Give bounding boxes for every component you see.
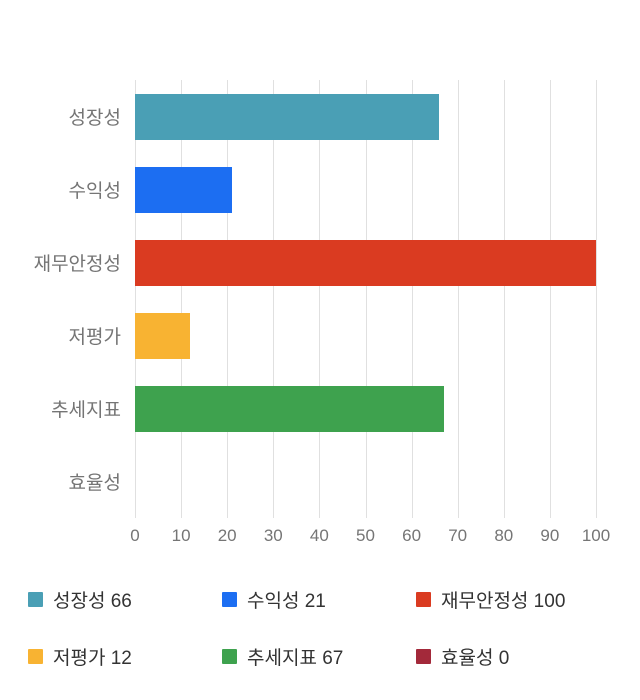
category-label: 수익성 <box>68 181 121 202</box>
gridline <box>135 80 136 518</box>
chart-row: 효율성 <box>10 445 596 518</box>
x-tick-label: 70 <box>448 526 468 545</box>
bar-track <box>135 239 596 286</box>
bar-track <box>135 312 596 359</box>
bar[interactable] <box>135 239 596 286</box>
gridline <box>181 80 183 518</box>
legend-label: 재무안정성 100 <box>441 591 566 612</box>
legend: 성장성 66 수익성 21 재무안정성 100 저평가 12 추세지표 67 효율성 0 <box>28 586 610 670</box>
legend-item[interactable]: 추세지표 67 <box>222 643 416 670</box>
legend-marker-icon <box>28 649 43 664</box>
legend-label: 수익성 21 <box>247 591 326 612</box>
category-label: 성장성 <box>68 108 121 129</box>
legend-marker-icon <box>28 592 43 607</box>
legend-item[interactable]: 재무안정성 100 <box>416 586 610 613</box>
x-tick-label: 20 <box>217 526 237 545</box>
gridline <box>596 80 597 518</box>
chart-row: 재무안정성 <box>10 226 596 299</box>
legend-label: 저평가 12 <box>53 648 132 669</box>
bar-track <box>135 93 596 140</box>
x-tick-label: 50 <box>356 526 375 545</box>
category-label: 추세지표 <box>51 400 121 421</box>
x-tick-label: 30 <box>263 526 283 545</box>
gridline <box>549 80 551 518</box>
category-label: 효율성 <box>68 473 121 494</box>
x-tick-label: 80 <box>494 526 514 545</box>
legend-marker-icon <box>222 649 237 664</box>
legend-item[interactable]: 효율성 0 <box>416 643 610 670</box>
legend-label: 추세지표 67 <box>247 648 344 669</box>
bar-track <box>135 385 596 432</box>
x-tick-label: 40 <box>309 526 329 545</box>
x-tick-label: 10 <box>171 526 191 545</box>
x-tick-label: 0 <box>130 526 140 545</box>
category-label: 재무안정성 <box>33 254 121 275</box>
x-tick-label: 60 <box>402 526 422 545</box>
chart-row: 추세지표 <box>10 372 596 445</box>
bar-track <box>135 459 596 505</box>
gridline <box>227 80 229 518</box>
gridline <box>273 80 275 518</box>
category-label: 저평가 <box>68 327 121 348</box>
bar[interactable] <box>135 312 191 359</box>
bar[interactable] <box>135 166 232 213</box>
legend-item[interactable]: 저평가 12 <box>28 643 222 670</box>
legend-item[interactable]: 성장성 66 <box>28 586 222 613</box>
x-axis: 0 10 20 30 40 50 60 70 80 90 100 <box>10 518 610 554</box>
x-tick-label: 90 <box>540 526 560 545</box>
x-tick-label: 100 <box>581 526 611 545</box>
bar[interactable] <box>135 93 440 140</box>
legend-marker-icon <box>222 592 237 607</box>
bar[interactable] <box>135 385 444 432</box>
gridline <box>365 80 367 518</box>
x-axis-spacer <box>10 518 135 554</box>
gridline <box>319 80 321 518</box>
gridline <box>503 80 505 518</box>
legend-marker-icon <box>416 592 431 607</box>
chart-row: 성장성 <box>10 80 596 153</box>
gridline <box>411 80 413 518</box>
legend-label: 효율성 0 <box>441 648 510 669</box>
chart-row: 수익성 <box>10 153 596 226</box>
chart-row: 저평가 <box>10 299 596 372</box>
x-axis-ticks: 0 10 20 30 40 50 60 70 80 90 100 <box>130 518 610 554</box>
gridline <box>457 80 459 518</box>
gridlines <box>135 80 597 518</box>
legend-item[interactable]: 수익성 21 <box>222 586 416 613</box>
legend-marker-icon <box>416 649 431 664</box>
legend-label: 성장성 66 <box>53 591 132 612</box>
bar-track <box>135 166 596 213</box>
